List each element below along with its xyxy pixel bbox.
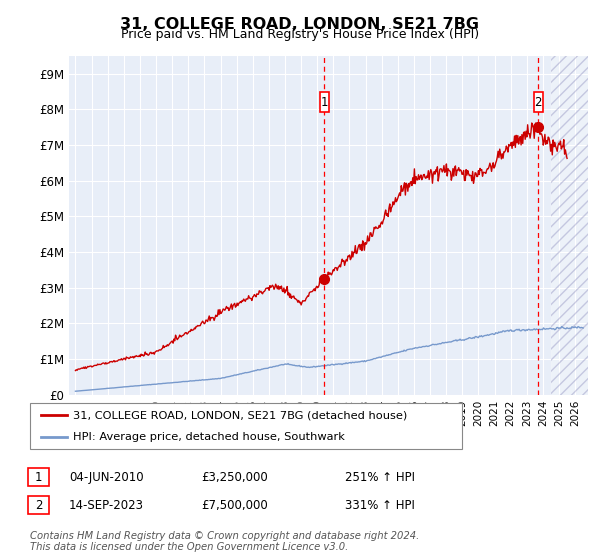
Text: 1: 1 bbox=[320, 96, 328, 109]
Text: 251% ↑ HPI: 251% ↑ HPI bbox=[345, 470, 415, 484]
Text: 31, COLLEGE ROAD, LONDON, SE21 7BG (detached house): 31, COLLEGE ROAD, LONDON, SE21 7BG (deta… bbox=[73, 410, 407, 420]
FancyBboxPatch shape bbox=[28, 468, 49, 486]
Bar bbox=[551, 56, 591, 395]
Text: Price paid vs. HM Land Registry's House Price Index (HPI): Price paid vs. HM Land Registry's House … bbox=[121, 28, 479, 41]
Text: 2: 2 bbox=[35, 498, 42, 512]
FancyBboxPatch shape bbox=[28, 496, 49, 514]
Text: Contains HM Land Registry data © Crown copyright and database right 2024.
This d: Contains HM Land Registry data © Crown c… bbox=[30, 531, 419, 553]
Text: 14-SEP-2023: 14-SEP-2023 bbox=[69, 498, 144, 512]
FancyBboxPatch shape bbox=[533, 92, 543, 113]
Bar bbox=[551, 56, 591, 395]
Text: HPI: Average price, detached house, Southwark: HPI: Average price, detached house, Sout… bbox=[73, 432, 345, 442]
FancyBboxPatch shape bbox=[320, 92, 329, 113]
Text: 331% ↑ HPI: 331% ↑ HPI bbox=[345, 498, 415, 512]
Text: 04-JUN-2010: 04-JUN-2010 bbox=[69, 470, 143, 484]
FancyBboxPatch shape bbox=[30, 403, 462, 449]
Text: £7,500,000: £7,500,000 bbox=[201, 498, 268, 512]
Text: 1: 1 bbox=[35, 470, 42, 484]
Text: 2: 2 bbox=[535, 96, 542, 109]
Text: £3,250,000: £3,250,000 bbox=[201, 470, 268, 484]
Text: 31, COLLEGE ROAD, LONDON, SE21 7BG: 31, COLLEGE ROAD, LONDON, SE21 7BG bbox=[121, 17, 479, 32]
